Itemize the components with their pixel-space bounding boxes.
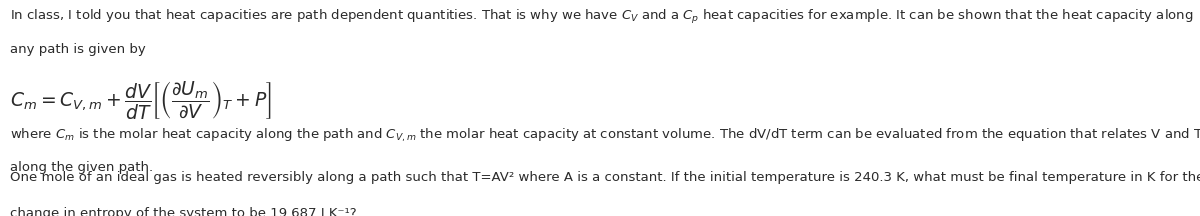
Text: along the given path.: along the given path. [10,161,152,174]
Text: $C_m = C_{V,m} + \dfrac{dV}{dT}\left[\left(\dfrac{\partial U_m}{\partial V}\righ: $C_m = C_{V,m} + \dfrac{dV}{dT}\left[\le… [10,80,271,122]
Text: In class, I told you that heat capacities are path dependent quantities. That is: In class, I told you that heat capacitie… [10,8,1193,25]
Text: any path is given by: any path is given by [10,43,145,56]
Text: One mole of an ideal gas is heated reversibly along a path such that T=AV² where: One mole of an ideal gas is heated rever… [10,171,1200,184]
Text: where $C_m$ is the molar heat capacity along the path and $C_{V,m}$ the molar he: where $C_m$ is the molar heat capacity a… [10,126,1200,144]
Text: change in entropy of the system to be 19.687 J K⁻¹?: change in entropy of the system to be 19… [10,207,356,216]
